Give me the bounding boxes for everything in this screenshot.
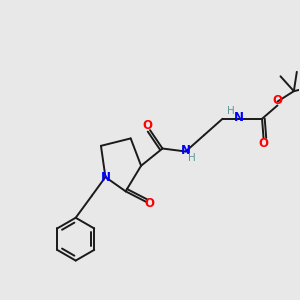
Text: N: N	[100, 170, 110, 184]
Text: N: N	[234, 110, 244, 124]
Text: O: O	[259, 137, 269, 150]
Text: N: N	[181, 144, 191, 157]
Text: O: O	[144, 197, 154, 210]
Text: H: H	[188, 153, 196, 163]
Text: O: O	[272, 94, 283, 107]
Text: O: O	[142, 119, 153, 132]
Text: H: H	[227, 106, 234, 116]
